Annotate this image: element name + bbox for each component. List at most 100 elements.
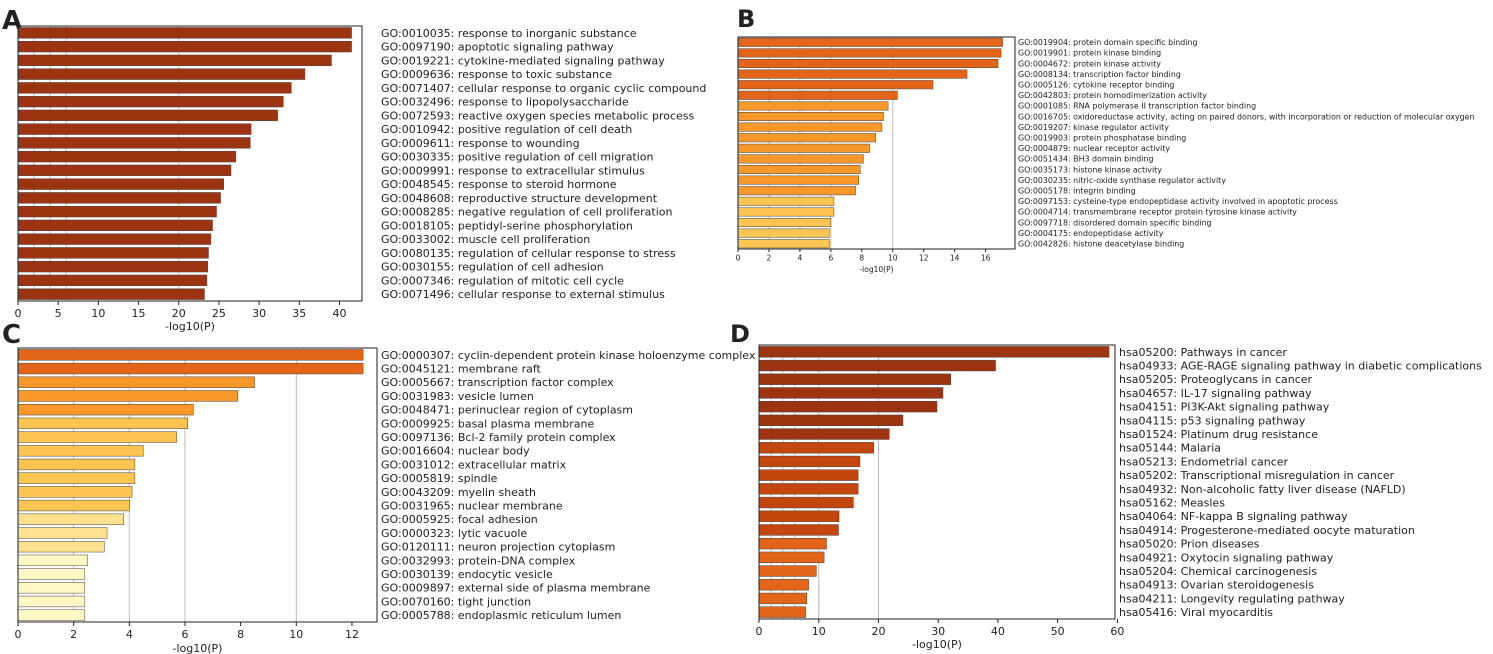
bar bbox=[758, 524, 839, 536]
x-tick-label: 10 bbox=[91, 307, 105, 320]
category-label: hsa05204: Chemical carcinogenesis bbox=[1119, 565, 1317, 578]
bar bbox=[758, 428, 890, 440]
x-tick-label: 20 bbox=[172, 307, 186, 320]
bar bbox=[17, 527, 108, 539]
category-label: GO:0019903: protein phosphatase binding bbox=[1018, 134, 1186, 143]
x-tick-label: 0 bbox=[736, 254, 741, 263]
bar bbox=[17, 554, 88, 567]
category-label: GO:0048608: reproductive structure devel… bbox=[381, 192, 658, 205]
bar bbox=[737, 239, 830, 249]
x-axis-label: -log10(P) bbox=[859, 265, 893, 274]
category-label: GO:0019207: kinase regulator activity bbox=[1018, 123, 1169, 132]
bar bbox=[758, 538, 827, 550]
category-label: GO:0005126: cytokine receptor binding bbox=[1018, 81, 1174, 90]
bar bbox=[17, 609, 86, 621]
category-label: GO:0071407: cellular response to organic… bbox=[381, 82, 706, 95]
bar bbox=[17, 362, 364, 375]
category-label: GO:0120111: neuron projection cytoplasm bbox=[381, 541, 615, 554]
bar bbox=[758, 551, 825, 564]
bar bbox=[758, 579, 809, 591]
x-tick-label: 50 bbox=[1051, 625, 1065, 638]
category-label: hsa04932: Non-alcoholic fatty liver dise… bbox=[1119, 483, 1406, 496]
bar bbox=[758, 496, 854, 509]
bar bbox=[17, 499, 130, 512]
bar bbox=[17, 205, 217, 218]
category-label: hsa05213: Endometrial cancer bbox=[1119, 455, 1289, 468]
bar bbox=[17, 68, 306, 80]
category-label: GO:0097136: Bcl-2 family protein complex bbox=[381, 431, 616, 444]
panel-a-letter: A bbox=[2, 6, 22, 36]
bar bbox=[737, 175, 859, 185]
x-tick-label: 0 bbox=[756, 625, 763, 638]
panel-a-chart: GO:0010035: response to inorganic substa… bbox=[15, 25, 706, 333]
bar bbox=[737, 133, 876, 143]
category-label: GO:0030155: regulation of cell adhesion bbox=[381, 261, 604, 274]
bar bbox=[758, 565, 817, 577]
bar bbox=[737, 112, 884, 121]
bar bbox=[758, 373, 951, 385]
x-tick-label: 8 bbox=[859, 254, 864, 263]
bar bbox=[758, 592, 808, 605]
category-label: GO:0032496: response to lipopolysacchari… bbox=[381, 96, 629, 109]
x-axis-label: -log10(P) bbox=[165, 320, 215, 333]
bar bbox=[17, 404, 194, 416]
category-label: GO:0097190: apoptotic signaling pathway bbox=[381, 41, 614, 54]
x-tick-label: 4 bbox=[126, 628, 133, 641]
bar bbox=[17, 582, 86, 594]
panel-b-chart: GO:0019904: protein domain specific bind… bbox=[736, 36, 1475, 274]
bar bbox=[737, 196, 835, 206]
bar bbox=[758, 455, 861, 468]
category-label: GO:0071496: cellular response to externa… bbox=[381, 288, 665, 301]
bar bbox=[737, 186, 856, 196]
bar bbox=[758, 483, 859, 495]
x-tick-label: 4 bbox=[798, 254, 803, 263]
category-label: GO:0008285: negative regulation of cell … bbox=[381, 206, 672, 219]
x-tick-label: 30 bbox=[931, 625, 945, 638]
category-label: GO:0005788: endoplasmic reticulum lumen bbox=[381, 609, 621, 622]
x-axis-label: -log10(P) bbox=[173, 642, 223, 654]
bar bbox=[17, 109, 278, 122]
category-label: GO:0051434: BH3 domain binding bbox=[1018, 155, 1154, 164]
bar bbox=[737, 48, 1002, 58]
bar bbox=[17, 417, 189, 430]
bar bbox=[737, 207, 835, 217]
category-label: GO:0019904: protein domain specific bind… bbox=[1018, 38, 1198, 47]
category-label: GO:0010942: positive regulation of cell … bbox=[381, 123, 632, 136]
bar bbox=[737, 80, 934, 90]
category-label: GO:0042826: histone deacetylase binding bbox=[1018, 240, 1184, 249]
category-label: GO:0031983: vesicle lumen bbox=[381, 390, 534, 403]
x-tick-label: 0 bbox=[15, 307, 22, 320]
category-label: hsa05144: Malaria bbox=[1119, 442, 1221, 455]
panel-c-chart: GO:0000307: cyclin-dependent protein kin… bbox=[15, 347, 756, 654]
bar bbox=[17, 376, 255, 388]
x-tick-label: 40 bbox=[991, 625, 1005, 638]
x-tick-label: 0 bbox=[15, 628, 22, 641]
x-tick-label: 6 bbox=[181, 628, 188, 641]
category-label: hsa05416: Viral myocarditis bbox=[1119, 606, 1273, 619]
bar bbox=[17, 568, 86, 580]
plot-frame bbox=[737, 36, 1016, 250]
category-label: GO:0016604: nuclear body bbox=[381, 445, 530, 458]
bar bbox=[17, 82, 292, 94]
bar bbox=[17, 458, 136, 471]
bar bbox=[17, 123, 252, 135]
category-label: GO:0005667: transcription factor complex bbox=[381, 376, 614, 389]
category-label: GO:0048471: perinuclear region of cytopl… bbox=[381, 404, 633, 417]
category-label: hsa04933: AGE-RAGE signaling pathway in … bbox=[1119, 360, 1482, 373]
bar bbox=[17, 27, 352, 39]
category-label: hsa04914: Progesterone-mediated oocyte m… bbox=[1119, 524, 1415, 537]
bar bbox=[17, 472, 136, 484]
category-label: GO:0030235: nitric-oxide synthase regula… bbox=[1018, 176, 1226, 185]
panel-b-letter: B bbox=[737, 5, 755, 33]
category-label: GO:0005178: integrin binding bbox=[1018, 187, 1136, 196]
category-label: hsa05020: Prion diseases bbox=[1119, 538, 1260, 551]
category-label: GO:0043209: myelin sheath bbox=[381, 486, 536, 499]
x-tick-label: 6 bbox=[828, 254, 833, 263]
category-label: hsa04211: Longevity regulating pathway bbox=[1119, 592, 1345, 605]
category-label: GO:0097153: cysteine-type endopeptidase … bbox=[1018, 197, 1338, 206]
category-label: GO:0004879: nuclear receptor activity bbox=[1018, 144, 1170, 153]
bar bbox=[17, 150, 237, 163]
category-label: GO:0030139: endocytic vesicle bbox=[381, 568, 553, 581]
x-tick-label: 8 bbox=[237, 628, 244, 641]
